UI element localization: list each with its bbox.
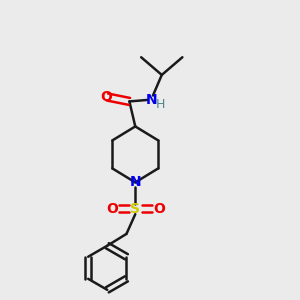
Text: H: H	[156, 98, 166, 111]
Text: N: N	[130, 176, 141, 189]
Text: O: O	[153, 202, 165, 216]
Text: O: O	[106, 202, 118, 216]
Text: O: O	[100, 90, 112, 104]
Text: S: S	[130, 202, 140, 216]
Text: N: N	[146, 93, 157, 107]
